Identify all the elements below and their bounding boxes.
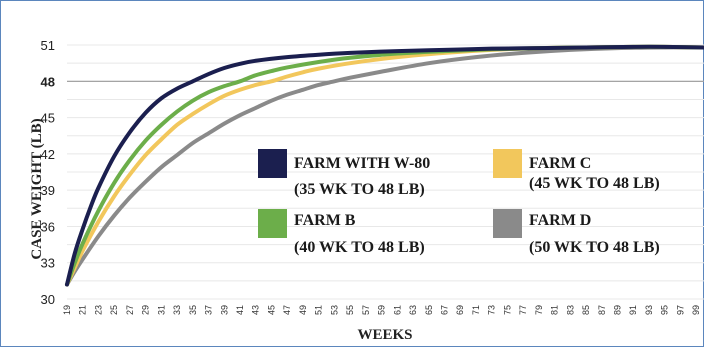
y-tick-label: 33 <box>41 256 55 271</box>
x-tick-label: 31 <box>156 305 166 315</box>
series-lines <box>65 44 704 287</box>
legend-swatch-farm-b <box>258 209 287 238</box>
x-tick-label: 85 <box>581 305 591 315</box>
x-tick-label: 25 <box>109 305 119 315</box>
x-tick-label: 53 <box>329 305 339 315</box>
legend-label-farm-c: FARM C <box>529 155 591 172</box>
y-tick-label: 51 <box>41 38 55 53</box>
x-tick-label: 23 <box>93 305 103 315</box>
legend-item-farm-b: FARM B (40 WK TO 48 LB) <box>258 209 425 256</box>
legend: FARM WITH W-80 (35 WK TO 48 LB) FARM C (… <box>258 149 660 256</box>
y-tick-label: 48 <box>41 74 55 89</box>
x-tick-label: 19 <box>62 305 72 315</box>
x-tick-label: 87 <box>597 305 607 315</box>
legend-note-farm-b: (40 WK TO 48 LB) <box>294 239 425 256</box>
y-tick-label: 39 <box>41 183 55 198</box>
x-tick-label: 61 <box>392 305 402 315</box>
x-tick-label: 97 <box>675 305 685 315</box>
y-tick-label: 45 <box>41 111 55 126</box>
legend-item-farm-c: FARM C (45 WK TO 48 LB) <box>493 149 660 192</box>
y-tick-label: 36 <box>41 219 55 234</box>
x-tick-label: 91 <box>628 305 638 315</box>
x-tick-label: 69 <box>455 305 465 315</box>
x-tick-label: 39 <box>219 305 229 315</box>
x-tick-label: 33 <box>172 305 182 315</box>
x-tick-label: 89 <box>612 305 622 315</box>
x-tick-label: 81 <box>550 305 560 315</box>
x-tick-label: 83 <box>565 305 575 315</box>
x-tick-label: 27 <box>125 305 135 315</box>
x-tick-label: 37 <box>204 305 214 315</box>
legend-note-farm-d: (50 WK TO 48 LB) <box>529 239 660 256</box>
x-tick-label: 29 <box>141 305 151 315</box>
series-line-farm-d <box>65 45 704 287</box>
x-tick-label: 47 <box>282 305 292 315</box>
x-tick-labels: 19 21 23 25 27 29 31 33 35 37 39 41 43 45 47 49 51 53 55 57… <box>62 305 701 315</box>
x-tick-label: 45 <box>266 305 276 315</box>
legend-note-farm-c: (45 WK TO 48 LB) <box>529 175 660 192</box>
legend-label-farm-w80: FARM WITH W-80 <box>294 155 430 172</box>
grid-lines <box>67 44 704 300</box>
x-tick-label: 95 <box>660 305 670 315</box>
legend-swatch-farm-c <box>493 149 522 178</box>
x-tick-label: 99 <box>691 305 701 315</box>
y-axis-title: CASE WEIGHT (LB) <box>29 118 45 259</box>
x-tick-label: 55 <box>345 305 355 315</box>
x-tick-label: 51 <box>314 305 324 315</box>
x-tick-label: 73 <box>487 305 497 315</box>
x-tick-label: 35 <box>188 305 198 315</box>
legend-label-farm-b: FARM B <box>294 212 356 229</box>
y-tick-label: 30 <box>41 292 55 307</box>
x-tick-label: 41 <box>235 305 245 315</box>
x-tick-label: 49 <box>298 305 308 315</box>
x-tick-label: 79 <box>534 305 544 315</box>
x-tick-label: 77 <box>518 305 528 315</box>
legend-item-farm-w80: FARM WITH W-80 (35 WK TO 48 LB) <box>258 149 430 198</box>
x-tick-label: 93 <box>644 305 654 315</box>
x-tick-label: 43 <box>251 305 261 315</box>
series-line-farm-with-w-80 <box>65 44 704 287</box>
legend-item-farm-d: FARM D (50 WK TO 48 LB) <box>493 209 660 256</box>
x-tick-label: 63 <box>408 305 418 315</box>
legend-note-farm-w80: (35 WK TO 48 LB) <box>294 181 425 198</box>
y-tick-label: 42 <box>41 147 55 162</box>
x-axis-title: WEEKS <box>357 327 412 343</box>
x-tick-label: 59 <box>377 305 387 315</box>
x-tick-label: 65 <box>424 305 434 315</box>
y-tick-labels: 30 33 36 39 42 45 48 51 <box>41 38 55 307</box>
legend-label-farm-d: FARM D <box>529 212 591 229</box>
x-tick-label: 21 <box>78 305 88 315</box>
x-tick-label: 67 <box>439 305 449 315</box>
x-tick-label: 57 <box>361 305 371 315</box>
legend-swatch-farm-d <box>493 209 522 238</box>
x-tick-label: 75 <box>502 305 512 315</box>
x-tick-label: 71 <box>471 305 481 315</box>
legend-swatch-farm-w80 <box>258 149 287 178</box>
